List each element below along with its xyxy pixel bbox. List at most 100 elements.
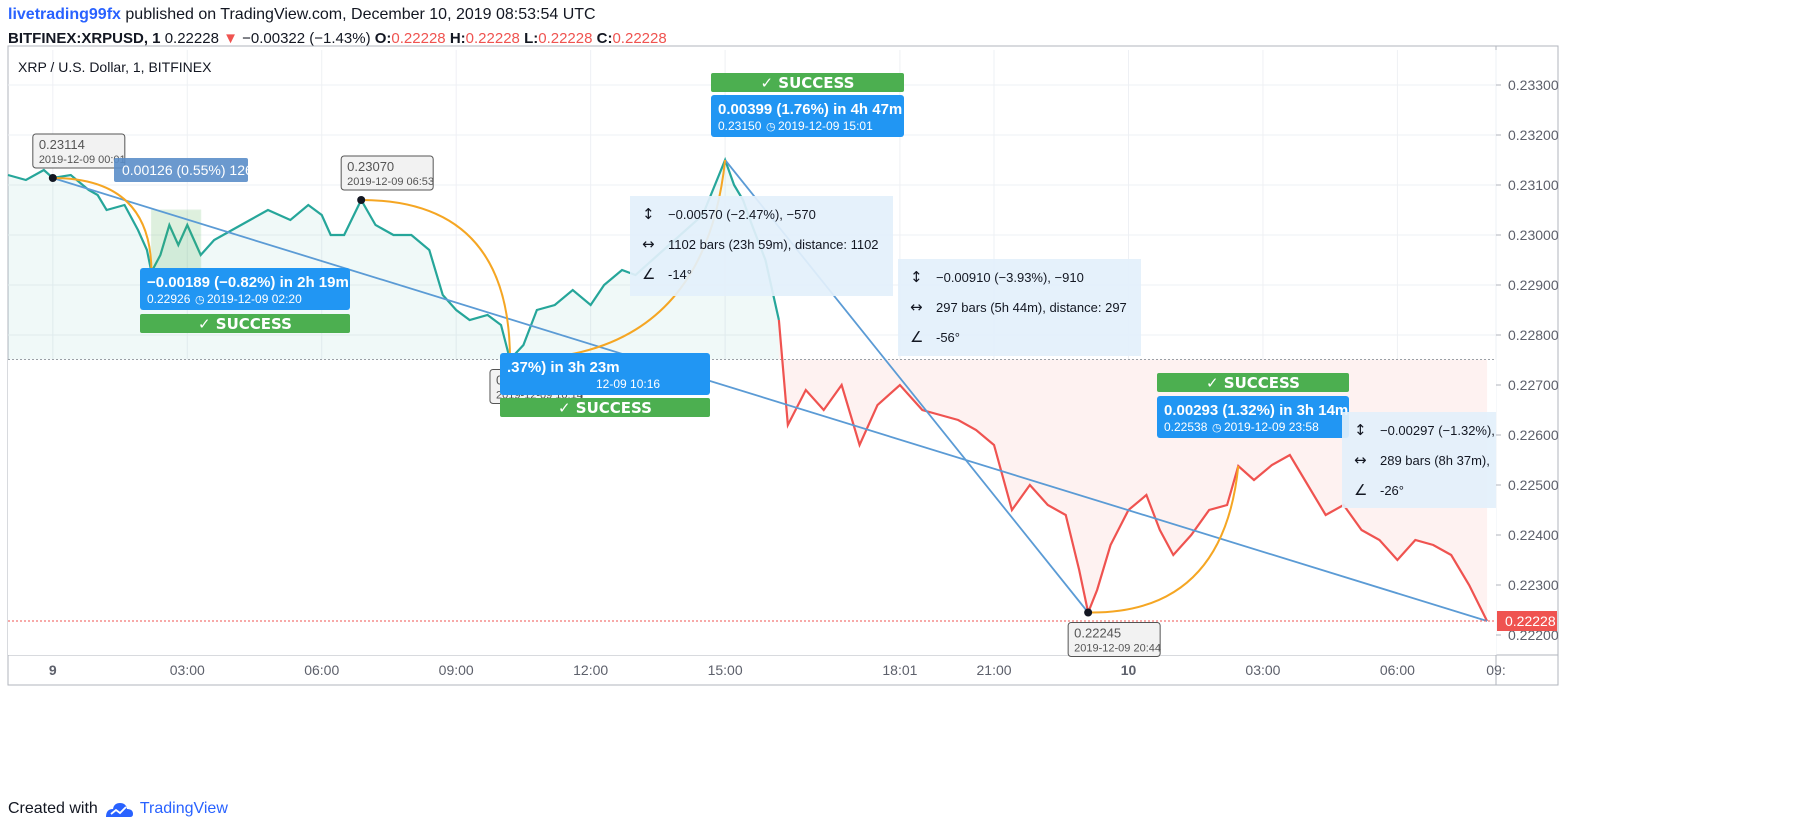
small-measure-text: 0.00126 (0.55%) 126 [122,162,253,178]
tradingview-brand[interactable]: TradingView [139,800,228,817]
created-with-text: Created with [8,800,98,817]
angle-icon: ∠ [642,265,655,283]
symbol-legend: BITFINEX:XRPUSD, 1 0.22228 ▼ −0.00322 (−… [8,30,667,47]
arc-curve [52,177,153,273]
price-axis-label: 0.22800 [1508,327,1559,343]
trade-label-time: 2019-12-09 23:58 [1224,420,1319,434]
price-axis-label: 0.23100 [1508,177,1559,193]
trade-label-time: 2019-12-09 15:01 [778,119,873,133]
point-label-time: 2019-12-09 06:53 [347,176,434,188]
current-price-tag-bg [1497,611,1557,631]
small-measure-label: 0.00126 (0.55%) 126 [114,158,253,182]
time-axis-label: 06:00 [304,662,339,678]
trade-label-main: 0.00399 (1.76%) in 4h 47m [718,101,902,118]
time-axis-label: 09: [1486,662,1505,678]
close-value: 0.22228 [612,30,667,47]
arc-curve [1088,465,1240,614]
clock-icon: ◷ [766,120,776,133]
width-icon: ↔ [1354,451,1367,469]
high-value: 0.22228 [465,30,520,47]
trade-label-price: 0.22926 [147,292,191,306]
open-value: 0.22228 [391,30,446,47]
trade-label-price: 0.23150 [718,119,762,133]
footer: Created with TradingView [8,800,228,818]
published-text: published on TradingView.com, December 1… [125,6,596,23]
trade-label-main: .37%) in 3h 23m [507,359,620,376]
trade-label-bg [711,95,904,137]
measure-box-text: −0.00570 (−2.47%), −570 [668,207,816,222]
trade-label-bg [1157,396,1349,438]
author-link[interactable]: livetrading99fx [8,6,121,23]
point-label: 0.23114 2019-12-09 00:01 [32,133,126,182]
last-price: 0.22228 [164,30,219,47]
time-axis-label: 18:01 [882,662,917,678]
trade-label-main: −0.00189 (−0.82%) in 2h 19m [147,274,349,291]
height-icon: ↕ [910,268,923,286]
point-label-time: 2019-12-09 00:01 [39,154,126,166]
height-icon: ↕ [1354,421,1367,439]
low-label: L: [524,30,539,47]
height-icon: ↕ [642,205,655,223]
low-value: 0.22228 [538,30,593,47]
measure-box-text: 289 bars (8h 37m), [1380,453,1490,468]
price-axis-label: 0.22500 [1508,477,1559,493]
price-axis-label: 0.22700 [1508,377,1559,393]
time-axis-label: 09:00 [439,662,474,678]
time-axis-label: 10 [1121,662,1137,678]
trade-label-bg [500,353,710,395]
point-label-box [1067,622,1161,657]
measure-box-text: -14° [668,267,692,282]
point-label-box [340,155,434,191]
down-area-fill [778,320,1488,621]
price-axis-label: 0.22900 [1508,277,1559,293]
angle-icon: ∠ [910,328,923,346]
chart-title: XRP / U.S. Dollar, 1, BITFINEX [18,59,212,75]
point-label-time: 2019-12-09 20:44 [1074,643,1161,655]
trade-label-main: 0.00293 (1.32%) in 3h 14m [1164,402,1348,419]
current-price-tag: 0.22228 [1497,611,1557,631]
price-axis-label: 0.22600 [1508,427,1559,443]
time-axis-label: 21:00 [977,662,1012,678]
time-axis-label: 12:00 [573,662,608,678]
success-badge-label: ✓ SUCCESS [198,315,292,333]
measure-box-bg [898,259,1141,356]
clock-icon: ◷ [1212,421,1222,434]
measure-box-text: −0.00910 (−3.93%), −910 [936,270,1084,285]
success-badge [500,398,710,417]
arc-curve [361,199,511,360]
price-axis-label: 0.22300 [1508,577,1559,593]
point-label-box [32,133,126,169]
price-axis-label: 0.23200 [1508,127,1559,143]
symbol-name[interactable]: BITFINEX:XRPUSD, 1 [8,30,161,47]
angle-icon: ∠ [1354,481,1367,499]
success-badge-label: ✓ SUCCESS [761,74,855,92]
anchor-point [1084,608,1093,617]
success-badge-label: ✓ SUCCESS [558,399,652,417]
down-arrow-icon: ▼ [223,30,238,47]
width-icon: ↔ [642,235,655,253]
price-change: −0.00322 (−1.43%) [242,30,371,47]
price-axis-label: 0.22400 [1508,527,1559,543]
time-axis-label: 03:00 [1245,662,1280,678]
publish-info: livetrading99fx published on TradingView… [8,6,596,24]
measure-box-bg [630,196,893,296]
trend-line[interactable] [52,177,1488,622]
point-label: 0.23070 2019-12-09 06:53 [340,155,434,204]
time-axis-label: 15:00 [708,662,743,678]
time-axis-label: 03:00 [170,662,205,678]
measure-box: ↕ −0.00910 (−3.93%), −910 ↔ 297 bars (5h 44… [898,259,1141,356]
measure-box-text: 297 bars (5h 44m), distance: 297 [936,300,1127,315]
high-label: H: [449,30,466,47]
measure-box-text: -56° [936,330,960,345]
tradingview-logo-icon [105,803,133,817]
success-badge [140,314,350,333]
small-measure-bg [114,158,248,182]
point-label-price: 0.23070 [347,159,394,174]
measure-box-text: 1102 bars (23h 59m), distance: 1102 [668,237,879,252]
measure-box: ↕ −0.00570 (−2.47%), −570 ↔ 1102 bars (23h … [630,196,893,296]
